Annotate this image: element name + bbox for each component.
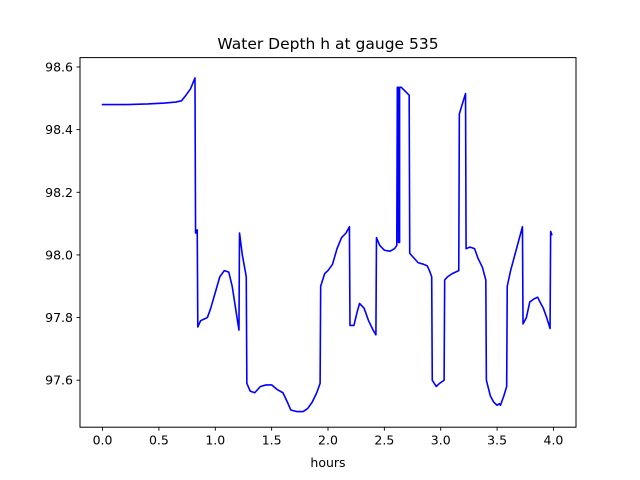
x-tick-label: 4.0 <box>544 433 564 448</box>
x-tick-label: 1.5 <box>262 433 282 448</box>
x-tick-label: 0.5 <box>149 433 169 448</box>
series-line-0 <box>101 77 553 413</box>
y-tick-label: 97.6 <box>45 373 73 388</box>
x-tick-label: 2.0 <box>318 433 338 448</box>
x-tick-label: 2.5 <box>374 433 394 448</box>
y-tick-label: 98.0 <box>45 247 73 262</box>
y-tick-label: 98.2 <box>45 185 73 200</box>
y-tick-label: 98.6 <box>45 59 73 74</box>
x-tick-label: 1.0 <box>205 433 225 448</box>
x-tick-label: 0.0 <box>93 433 113 448</box>
y-tick-label: 97.8 <box>45 310 73 325</box>
x-axis-label: hours <box>310 455 345 470</box>
y-axis: 97.6 97.8 98.0 98.2 98.4 98.6 <box>45 59 80 388</box>
plot-layer <box>101 77 553 413</box>
x-tick-label: 3.5 <box>487 433 507 448</box>
chart-title: Water Depth h at gauge 535 <box>217 35 438 53</box>
x-tick-label: 3.0 <box>431 433 451 448</box>
y-tick-label: 98.4 <box>45 122 73 137</box>
x-axis: 0.0 0.5 1.0 1.5 2.0 2.5 3.0 3.5 4.0 <box>93 427 564 448</box>
